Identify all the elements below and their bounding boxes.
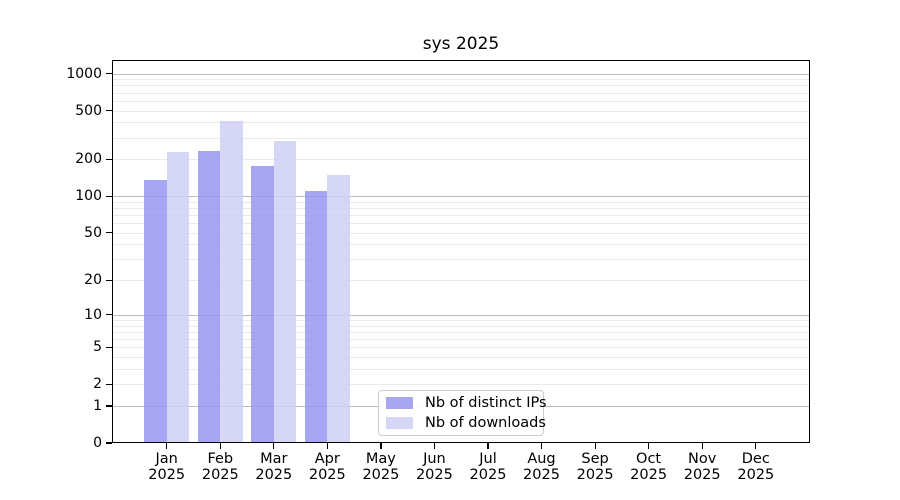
y-tick-label: 50 <box>84 224 102 241</box>
y-tick-label: 10 <box>84 306 102 323</box>
minor-gridline <box>113 208 809 209</box>
x-tick-mark <box>648 443 650 449</box>
plot-area <box>112 60 810 443</box>
y-tick-label: 500 <box>75 102 102 119</box>
x-tick-label-may: May 2025 <box>362 451 400 483</box>
bar-apr-distinct-ips <box>304 191 328 443</box>
bar-jan-distinct-ips <box>144 180 167 443</box>
y-tick-label: 20 <box>84 272 102 289</box>
x-tick-label-nov: Nov 2025 <box>683 451 721 483</box>
legend-label-distinct-ips: Nb of distinct IPs <box>425 395 547 411</box>
x-tick-mark <box>487 443 489 449</box>
legend: Nb of distinct IPs Nb of downloads <box>378 390 547 436</box>
minor-gridline <box>113 331 809 333</box>
x-tick-mark <box>594 443 596 449</box>
minor-gridline <box>113 110 809 112</box>
minor-gridline <box>113 384 809 386</box>
x-tick-mark <box>755 443 757 449</box>
x-tick-mark <box>540 443 543 449</box>
x-tick-mark <box>701 443 703 449</box>
major-gridline <box>113 73 809 75</box>
bar-apr-downloads <box>327 174 350 443</box>
x-tick-label-aug: Aug 2025 <box>523 451 560 483</box>
y-tick-label: 100 <box>75 188 102 205</box>
minor-gridline <box>113 325 809 327</box>
minor-gridline <box>113 244 809 246</box>
y-tick-label: 0 <box>93 435 102 451</box>
y-tick-mark <box>106 195 112 197</box>
bar-mar-downloads <box>273 140 297 443</box>
x-tick-mark <box>433 443 436 449</box>
bar-feb-downloads <box>220 120 243 443</box>
x-tick-label-dec: Dec 2025 <box>737 451 775 483</box>
x-tick-label-feb: Feb 2025 <box>201 451 239 483</box>
minor-gridline <box>113 338 809 340</box>
x-tick-label-jan: Jan 2025 <box>148 451 186 483</box>
minor-gridline <box>113 92 809 94</box>
x-tick-label-apr: Apr 2025 <box>308 451 346 483</box>
bar-jan-downloads <box>166 151 190 443</box>
legend-label-downloads: Nb of downloads <box>425 415 546 431</box>
y-tick-mark <box>106 109 112 112</box>
bar-feb-distinct-ips <box>197 150 221 443</box>
x-tick-label-jun: Jun 2025 <box>415 451 453 483</box>
major-gridline <box>113 196 809 198</box>
minor-gridline <box>113 79 809 81</box>
y-tick-mark <box>106 314 112 316</box>
x-tick-mark <box>326 443 328 449</box>
y-tick-label: 5 <box>93 339 102 356</box>
y-tick-mark <box>106 346 112 348</box>
y-tick-mark <box>106 383 112 385</box>
y-tick-label: 1 <box>93 397 102 414</box>
y-tick-mark <box>106 279 112 281</box>
y-tick-mark <box>106 405 112 407</box>
x-tick-mark <box>380 443 382 449</box>
minor-gridline <box>113 280 809 282</box>
minor-gridline <box>113 100 809 102</box>
minor-gridline <box>113 368 809 370</box>
minor-gridline <box>113 259 809 261</box>
y-tick-label: 200 <box>75 151 102 168</box>
x-tick-label-jul: Jul 2025 <box>469 451 507 483</box>
y-tick-label: 1000 <box>66 65 102 82</box>
y-tick-mark <box>106 72 112 75</box>
major-gridline <box>113 314 809 316</box>
x-tick-mark <box>166 443 168 449</box>
minor-gridline <box>113 319 809 321</box>
legend-item-distinct-ips: Nb of distinct IPs <box>386 395 547 411</box>
minor-gridline <box>113 122 809 124</box>
minor-gridline <box>113 159 809 161</box>
legend-swatch-distinct-ips-icon <box>386 397 413 409</box>
minor-gridline <box>113 201 809 203</box>
x-tick-label-mar: Mar 2025 <box>255 451 293 483</box>
legend-swatch-downloads-icon <box>386 417 413 429</box>
x-tick-label-sep: Sep 2025 <box>576 451 614 483</box>
y-tick-label: 2 <box>93 376 102 393</box>
minor-gridline <box>113 137 809 139</box>
minor-gridline <box>113 347 809 349</box>
minor-gridline <box>113 223 809 225</box>
x-tick-mark <box>273 443 275 449</box>
minor-gridline <box>113 215 809 216</box>
y-tick-mark <box>106 442 112 444</box>
chart-title: sys 2025 <box>422 34 500 54</box>
minor-gridline <box>113 356 809 358</box>
legend-item-downloads: Nb of downloads <box>386 415 546 431</box>
y-tick-mark <box>106 158 112 161</box>
x-tick-label-oct: Oct 2025 <box>630 451 668 483</box>
minor-gridline <box>113 232 809 234</box>
bar-mar-distinct-ips <box>251 165 274 443</box>
minor-gridline <box>113 85 809 87</box>
x-tick-mark <box>219 443 221 449</box>
y-tick-mark <box>106 232 112 234</box>
